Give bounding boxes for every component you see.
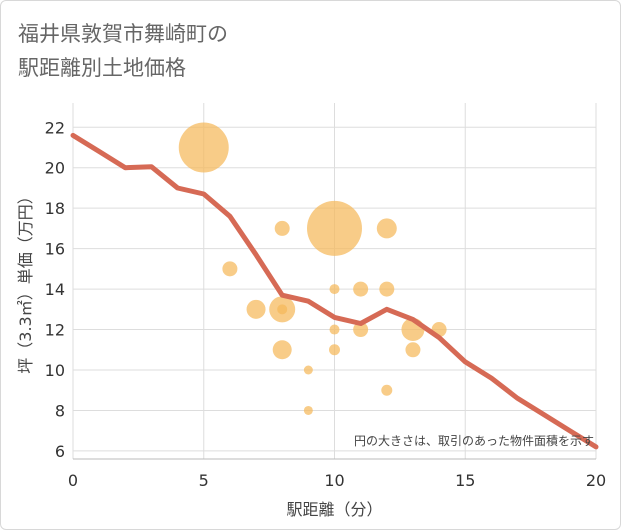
data-bubble bbox=[246, 299, 266, 319]
bubble-size-note: 円の大きさは、取引のあった物件面積を示す bbox=[354, 433, 594, 448]
x-tick-label: 0 bbox=[68, 471, 78, 490]
data-bubble bbox=[381, 384, 393, 396]
y-tick-label: 12 bbox=[45, 321, 65, 340]
chart-title: 福井県敦賀市舞崎町の 駅距離別土地価格 bbox=[18, 17, 578, 85]
axes: 6 8 10 12 14 16 18 20 22 0 5 10 15 20 bbox=[45, 118, 607, 490]
y-tick-label: 22 bbox=[45, 118, 65, 137]
data-bubble bbox=[353, 281, 369, 297]
chart-title-line2: 駅距離別土地価格 bbox=[18, 56, 186, 80]
x-tick-label: 10 bbox=[324, 471, 344, 490]
trend-line bbox=[70, 132, 599, 450]
y-tick-label: 20 bbox=[45, 159, 65, 178]
data-bubble bbox=[353, 322, 369, 338]
data-bubble bbox=[329, 324, 340, 335]
trend-line-series bbox=[70, 132, 599, 450]
y-axis-label: 坪（3.3㎡）単価（万円） bbox=[16, 188, 35, 373]
x-tick-label: 20 bbox=[586, 471, 606, 490]
y-tick-label: 8 bbox=[55, 401, 65, 420]
data-bubble bbox=[274, 220, 290, 236]
data-bubble bbox=[272, 340, 292, 360]
x-axis-label: 駅距離（分） bbox=[286, 500, 382, 519]
y-tick-label: 16 bbox=[45, 240, 65, 259]
data-bubble bbox=[376, 218, 397, 239]
y-tick-label: 6 bbox=[55, 442, 65, 461]
data-bubble bbox=[307, 200, 362, 256]
y-tick-label: 10 bbox=[45, 361, 65, 380]
y-tick-label: 14 bbox=[45, 280, 65, 299]
bubble-series bbox=[178, 122, 447, 415]
x-tick-label: 5 bbox=[199, 471, 209, 490]
chart-title-line1: 福井県敦賀市舞崎町の bbox=[18, 22, 228, 46]
data-bubble bbox=[222, 261, 238, 277]
data-bubble bbox=[329, 284, 340, 295]
x-tick-label: 15 bbox=[455, 471, 475, 490]
data-bubble bbox=[303, 405, 313, 415]
grid-lines bbox=[72, 103, 597, 459]
data-bubble bbox=[329, 344, 340, 356]
axis-labels: 駅距離（分） 坪（3.3㎡）単価（万円） 円の大きさは、取引のあった物件面積を示… bbox=[16, 188, 594, 519]
data-bubble bbox=[178, 122, 229, 173]
y-tick-label: 18 bbox=[45, 199, 65, 218]
data-bubble bbox=[405, 342, 421, 358]
data-bubble bbox=[379, 281, 395, 297]
data-bubble bbox=[303, 365, 313, 375]
data-bubble bbox=[277, 304, 288, 315]
